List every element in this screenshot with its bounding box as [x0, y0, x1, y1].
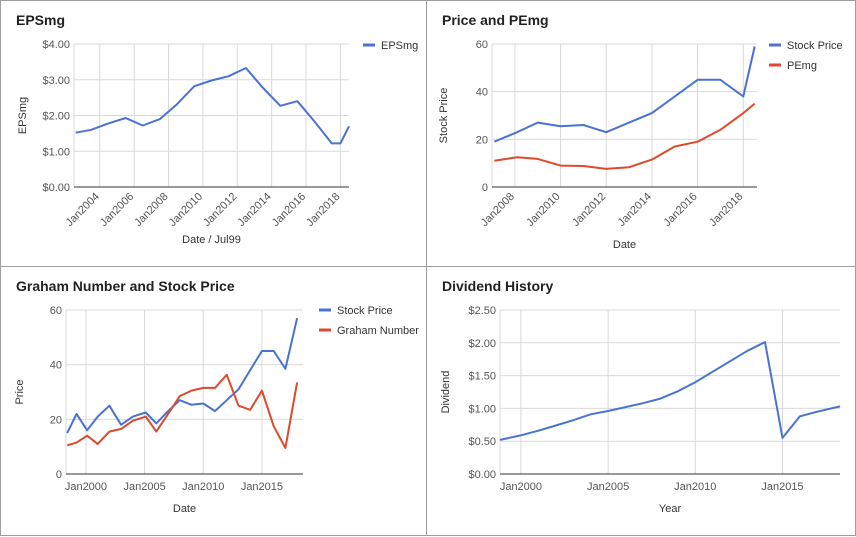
y-tick-label: 0	[56, 469, 62, 481]
y-axis-label: EPSmg	[17, 97, 29, 134]
series-line	[493, 46, 756, 143]
x-axis-label: Date / Jul99	[182, 234, 241, 246]
chart-title: Graham Number and Stock Price	[16, 278, 235, 294]
x-tick-label: Jan2016	[270, 191, 308, 229]
series-line	[494, 102, 756, 170]
x-tick-label: Jan2005	[587, 481, 629, 493]
x-tick-label: Jan2005	[123, 481, 165, 493]
x-tick-label: Jan2015	[761, 481, 803, 493]
chart-title: Dividend History	[442, 278, 554, 294]
x-tick-label: Jan2004	[64, 191, 102, 229]
y-axis-label: Stock Price	[438, 88, 450, 144]
x-tick-label: Jan2008	[132, 191, 170, 229]
x-tick-label: Jan2010	[167, 191, 205, 229]
y-tick-label: $1.00	[42, 146, 70, 158]
x-tick-label: Jan2014	[235, 191, 273, 229]
y-axis-label: Dividend	[440, 371, 452, 414]
x-tick-label: Jan2000	[500, 481, 542, 493]
y-tick-label: $2.00	[468, 338, 496, 350]
eps-chart: $0.00$1.00$2.00$3.00$4.00Jan2004Jan2006J…	[17, 39, 418, 246]
y-tick-label: 20	[50, 414, 62, 426]
legend-label: Stock Price	[787, 40, 843, 52]
series-line	[75, 67, 350, 145]
y-tick-label: 60	[50, 305, 62, 317]
x-tick-label: Jan2015	[241, 481, 283, 493]
legend-label: Graham Number	[337, 325, 419, 337]
y-tick-label: 20	[476, 134, 488, 146]
x-tick-label: Jan2018	[304, 191, 342, 229]
x-tick-label: Jan2016	[661, 191, 699, 229]
eps-chart-panel: $0.00 $1.00 $2.00 $3.00 $4.00 Jan2004 Jan2006 J…	[0, 0, 428, 268]
y-tick-label: $2.50	[468, 305, 496, 317]
x-tick-label: Jan2006	[98, 191, 136, 229]
x-axis-label: Date	[613, 239, 636, 251]
dividend-history-chart-panel: $0.00 $0.50 $1.00 $1.50 $2.00 $2.50 Jan2000 Jan…	[426, 266, 856, 536]
y-tick-label: $0.50	[468, 436, 496, 448]
x-axis-label: Date	[173, 503, 196, 515]
series-line	[499, 341, 841, 441]
x-tick-label: Jan2018	[707, 191, 745, 229]
legend-label: PEmg	[787, 60, 817, 72]
y-tick-label: $1.00	[468, 403, 496, 415]
legend-label: EPSmg	[381, 40, 418, 52]
x-tick-label: Jan2014	[616, 191, 654, 229]
x-axis-label: Year	[659, 503, 682, 515]
x-tick-label: Jan2000	[65, 481, 107, 493]
y-tick-label: 0	[482, 182, 488, 194]
dividend-history-chart: $0.00 $0.50 $1.00 $1.50 $2.00 $2.50 Jan2000 Jan…	[440, 305, 841, 515]
y-tick-label: 40	[50, 360, 62, 372]
series-line	[66, 317, 299, 434]
x-tick-label: Jan2012	[201, 191, 239, 229]
y-tick-label: $3.00	[42, 75, 70, 87]
y-tick-label: 40	[476, 87, 488, 99]
x-tick-label: Jan2010	[674, 481, 716, 493]
y-tick-label: $1.50	[468, 371, 496, 383]
x-tick-label: Jan2010	[524, 191, 562, 229]
x-tick-label: Jan2008	[479, 191, 517, 229]
graham-number-chart: 0 20 40 60 Jan2000 Jan2005 Jan2010 Jan2015 Date P…	[14, 305, 419, 515]
x-tick-label: Jan2010	[182, 481, 224, 493]
y-tick-label: 60	[476, 39, 488, 51]
y-tick-label: $4.00	[42, 39, 70, 51]
graham-number-chart-panel: 0 20 40 60 Jan2000 Jan2005 Jan2010 Jan2015 Date P…	[0, 266, 428, 536]
chart-title: EPSmg	[16, 12, 66, 28]
series-line	[66, 373, 299, 449]
y-tick-label: $0.00	[42, 182, 70, 194]
y-axis-label: Price	[14, 379, 26, 404]
y-tick-label: $0.00	[468, 469, 496, 481]
chart-title: Price and PEmg	[442, 12, 549, 28]
x-tick-label: Jan2012	[570, 191, 608, 229]
legend-label: Stock Price	[337, 305, 393, 317]
price-pemg-chart-panel: 0 20 40 60 Jan2008 Jan2010 Jan2012 Jan2014 Jan20…	[426, 0, 856, 268]
y-tick-label: $2.00	[42, 111, 70, 123]
